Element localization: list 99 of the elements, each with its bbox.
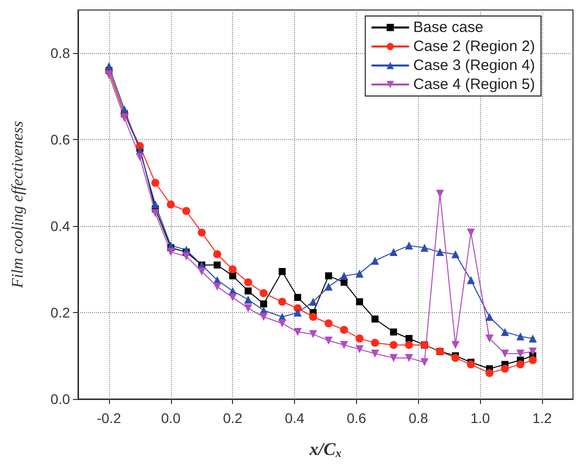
point <box>371 338 379 347</box>
point <box>294 294 302 301</box>
point <box>324 336 333 345</box>
point <box>198 228 206 237</box>
y-tick-label: 0.6 <box>50 132 70 148</box>
point <box>466 360 475 368</box>
point <box>420 244 428 252</box>
point <box>324 282 333 291</box>
point <box>406 334 413 342</box>
point <box>356 345 364 354</box>
point <box>182 252 190 260</box>
point <box>151 209 160 218</box>
point <box>356 298 364 306</box>
point <box>324 319 333 328</box>
x-tick-label: 0.8 <box>408 410 428 426</box>
y-tick-label: 0.2 <box>50 304 70 321</box>
point <box>325 272 332 280</box>
point <box>244 278 252 286</box>
point <box>436 190 444 198</box>
point <box>500 328 509 336</box>
point <box>136 152 144 161</box>
point <box>278 298 286 306</box>
point <box>466 228 475 237</box>
point <box>198 267 206 276</box>
point <box>244 287 252 294</box>
point <box>485 369 494 378</box>
point <box>390 248 398 256</box>
point <box>294 328 302 336</box>
point <box>516 360 524 368</box>
point <box>244 296 252 304</box>
y-tick-label: 0.0 <box>50 391 70 407</box>
x-tick-label: 0.6 <box>346 410 366 426</box>
point <box>244 304 252 312</box>
point <box>451 354 460 362</box>
point <box>104 62 113 70</box>
point <box>466 276 475 284</box>
point <box>294 308 302 317</box>
legend-label: Base case <box>413 19 484 36</box>
point <box>260 300 268 308</box>
point <box>213 282 222 291</box>
point <box>516 350 524 358</box>
point <box>214 262 221 269</box>
point <box>528 356 537 364</box>
point <box>451 340 460 349</box>
point <box>390 328 398 336</box>
point <box>278 268 286 275</box>
point <box>500 364 509 373</box>
x-tick-label: 1.2 <box>532 410 552 426</box>
x-tick-label: 0.2 <box>222 410 243 426</box>
point <box>166 200 175 208</box>
legend-label: Case 4 (Region 5) <box>413 76 536 93</box>
point <box>120 105 128 114</box>
point <box>528 334 537 342</box>
x-tick-label: 1.0 <box>470 410 490 426</box>
point <box>151 200 160 208</box>
point <box>340 272 348 280</box>
point <box>340 326 348 334</box>
point <box>104 70 113 79</box>
point <box>500 350 509 358</box>
point <box>309 312 318 321</box>
point <box>151 178 160 187</box>
point <box>228 265 237 274</box>
point <box>340 340 348 349</box>
legend-label: Case 2 (Region 2) <box>413 38 536 55</box>
point <box>228 293 237 302</box>
point <box>260 289 268 298</box>
point <box>229 272 236 280</box>
point <box>451 250 460 258</box>
point <box>371 350 379 358</box>
point <box>278 319 286 328</box>
point <box>528 347 537 356</box>
legend-label: Case 3 (Region 4) <box>413 57 536 74</box>
x-tick-label: -0.2 <box>96 410 122 426</box>
point <box>356 334 364 342</box>
point <box>485 312 494 321</box>
y-tick-label: 0.8 <box>50 45 70 62</box>
x-tick-label: 0.4 <box>284 410 305 426</box>
y-tick-label: 0.4 <box>50 218 70 234</box>
point <box>309 298 318 306</box>
point <box>390 354 398 362</box>
point <box>356 270 364 278</box>
point <box>436 248 444 256</box>
point <box>516 332 524 340</box>
point <box>213 250 222 258</box>
point <box>309 330 318 338</box>
y-axis-title: Film cooling effectiveness <box>10 120 26 290</box>
point <box>405 242 414 250</box>
point <box>420 358 428 366</box>
point <box>182 206 190 215</box>
x-tick-label: 0.0 <box>161 410 181 426</box>
point <box>371 256 379 265</box>
point <box>405 340 414 349</box>
point <box>405 354 414 362</box>
point <box>260 312 268 321</box>
point <box>390 340 398 349</box>
point <box>485 334 494 342</box>
point <box>120 114 128 122</box>
point <box>166 248 175 256</box>
point <box>372 316 378 323</box>
